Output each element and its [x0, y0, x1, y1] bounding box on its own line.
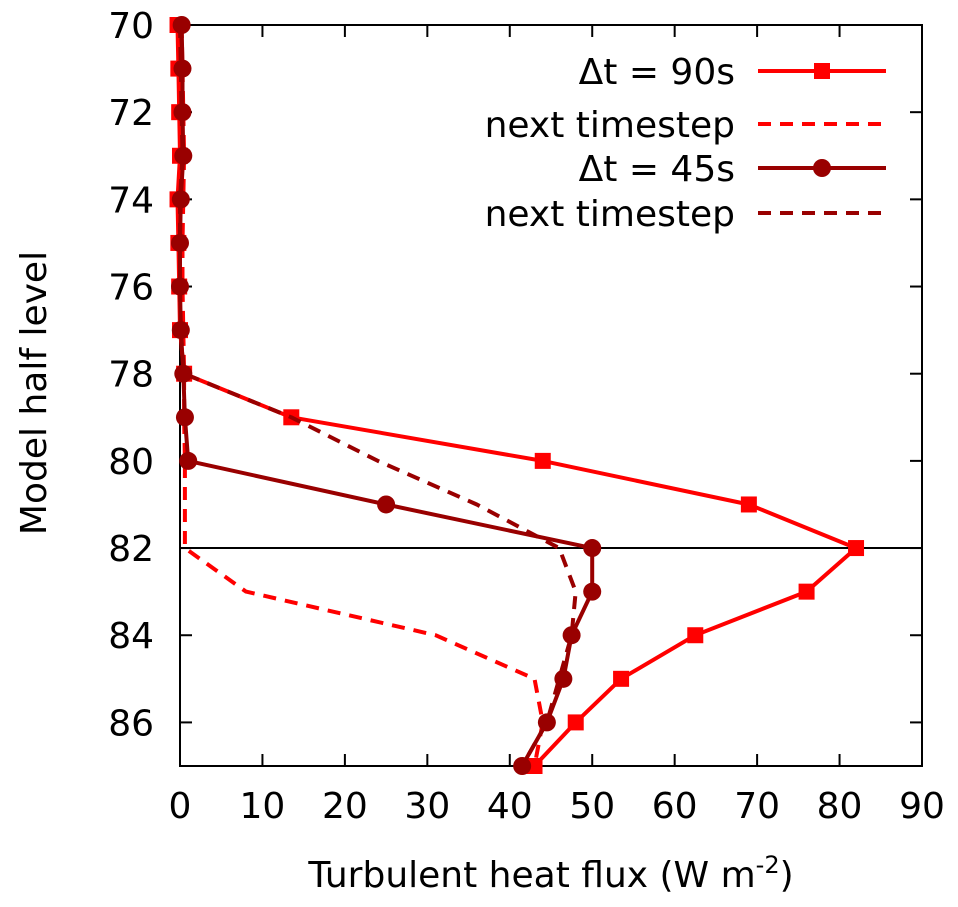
legend-label: Δt = 45s — [579, 149, 735, 190]
x-tick-label: 60 — [652, 786, 698, 827]
x-tick-label: 30 — [404, 786, 450, 827]
y-tick-label: 78 — [108, 355, 154, 396]
y-tick-label: 84 — [108, 616, 154, 657]
data-point — [171, 277, 189, 296]
tick-labels: 0 10 20 30 40 50 60 70 80 90 70 72 74 76 78 80 82 84 86 — [108, 6, 945, 827]
x-tick-label: 10 — [240, 786, 286, 827]
series-layer — [169, 16, 865, 775]
y-tick-label: 72 — [108, 93, 154, 134]
data-point — [377, 495, 396, 514]
data-point — [171, 321, 190, 340]
data-point — [173, 59, 192, 78]
x-tick-label: 50 — [569, 786, 615, 827]
series-3 — [178, 24, 578, 767]
data-point — [173, 103, 192, 122]
data-point — [848, 540, 865, 557]
data-point — [687, 627, 704, 644]
x-tick-label: 20 — [322, 786, 368, 827]
x-tick-label: 90 — [899, 786, 945, 827]
data-point — [583, 539, 602, 558]
data-point — [175, 408, 194, 427]
legend-label: next timestep — [485, 105, 735, 146]
data-point — [798, 583, 815, 600]
x-tick-label: 70 — [734, 786, 780, 827]
data-point — [613, 670, 630, 687]
data-point — [171, 233, 189, 252]
data-point — [174, 364, 193, 383]
series-line — [178, 24, 578, 767]
y-tick-label: 74 — [108, 180, 154, 221]
data-point — [567, 714, 584, 731]
x-tick-label: 40 — [487, 786, 533, 827]
legend-swatch-marker — [813, 159, 831, 177]
data-point — [583, 582, 602, 601]
y-tick-label: 70 — [108, 6, 154, 47]
data-point — [179, 451, 198, 470]
y-tick-label: 86 — [108, 703, 154, 744]
x-tick-label: 0 — [169, 786, 192, 827]
plot-frame — [179, 24, 923, 767]
axes — [179, 24, 923, 767]
y-axis-title: Model half level — [14, 251, 55, 535]
y-tick-label: 76 — [108, 268, 154, 309]
data-point — [174, 146, 193, 165]
legend-label: Δt = 90s — [579, 52, 735, 93]
y-tick-label: 82 — [108, 529, 154, 570]
series-2 — [171, 16, 602, 775]
y-tick-label: 80 — [108, 442, 154, 483]
data-point — [562, 626, 581, 645]
data-point — [534, 452, 551, 469]
data-point — [740, 496, 757, 513]
x-axis-title: Turbulent heat flux (W m-2) — [307, 851, 793, 896]
legend-label: next timestep — [485, 194, 735, 235]
x-tick-label: 80 — [817, 786, 863, 827]
x-axis-title-main: Turbulent heat flux (W m — [307, 855, 755, 896]
data-point — [171, 190, 190, 209]
data-point — [537, 713, 556, 732]
data-point — [526, 758, 543, 774]
x-axis-title-superscript: -2 — [756, 851, 780, 879]
legend-swatch-marker — [814, 63, 830, 79]
x-axis-title-suffix: ) — [780, 855, 794, 896]
